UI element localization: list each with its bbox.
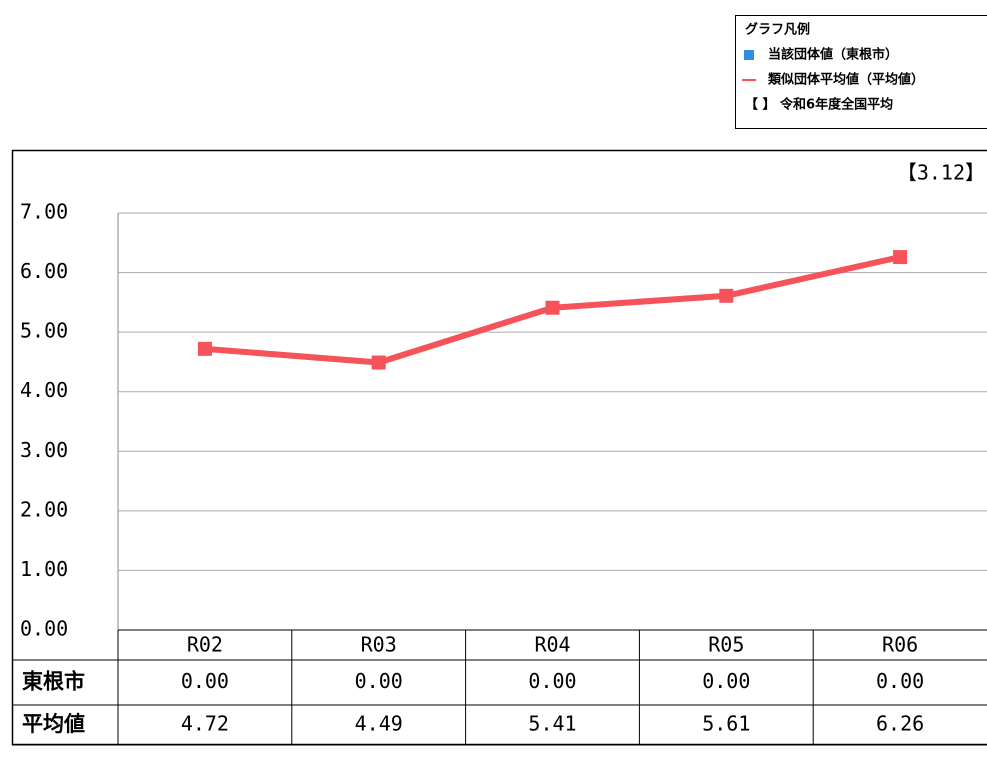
y-tick-label: 5.00	[20, 319, 68, 343]
table-cell: 4.72	[181, 712, 229, 736]
table-cell: 0.00	[528, 669, 576, 693]
legend-label: 当該団体値（東根市）	[768, 47, 898, 63]
x-tick-label: R02	[187, 633, 223, 657]
legend-label: 類似団体平均値（平均値）	[767, 72, 924, 88]
y-tick-label: 3.00	[20, 438, 68, 462]
table-cell: 0.00	[702, 669, 750, 693]
y-tick-label: 4.00	[20, 378, 68, 402]
y-tick-label: 1.00	[20, 557, 68, 581]
x-tick-label: R06	[882, 633, 918, 657]
annotation: 【3.12】	[897, 161, 985, 185]
point	[893, 250, 908, 265]
row-label: 東根市	[22, 670, 85, 694]
chart-frame	[11, 149, 987, 746]
table-cell: 4.49	[355, 712, 403, 736]
table-cell: 6.26	[876, 712, 924, 736]
table-cell: 5.61	[702, 712, 750, 736]
table-cell: 0.00	[181, 669, 229, 693]
point	[719, 288, 734, 303]
y-tick-label: 0.00	[20, 617, 68, 641]
point	[545, 300, 560, 315]
legend-box	[735, 15, 987, 129]
y-tick-label: 6.00	[20, 259, 68, 283]
x-tick-label: R04	[534, 633, 570, 657]
table-cell: 5.41	[528, 712, 576, 736]
table-cell: 0.00	[876, 669, 924, 693]
x-tick-label: R03	[361, 633, 397, 657]
table-cell: 0.00	[355, 669, 403, 693]
y-tick-label: 7.00	[20, 200, 68, 224]
point	[371, 355, 386, 370]
legend-marker	[744, 50, 754, 60]
legend-label: 【 】 令和6年度全国平均	[745, 97, 893, 113]
x-tick-label: R05	[708, 633, 744, 657]
point	[197, 341, 212, 356]
row-label: 平均値	[22, 712, 85, 736]
legend-title: グラフ凡例	[745, 22, 810, 38]
y-tick-label: 2.00	[20, 497, 68, 521]
